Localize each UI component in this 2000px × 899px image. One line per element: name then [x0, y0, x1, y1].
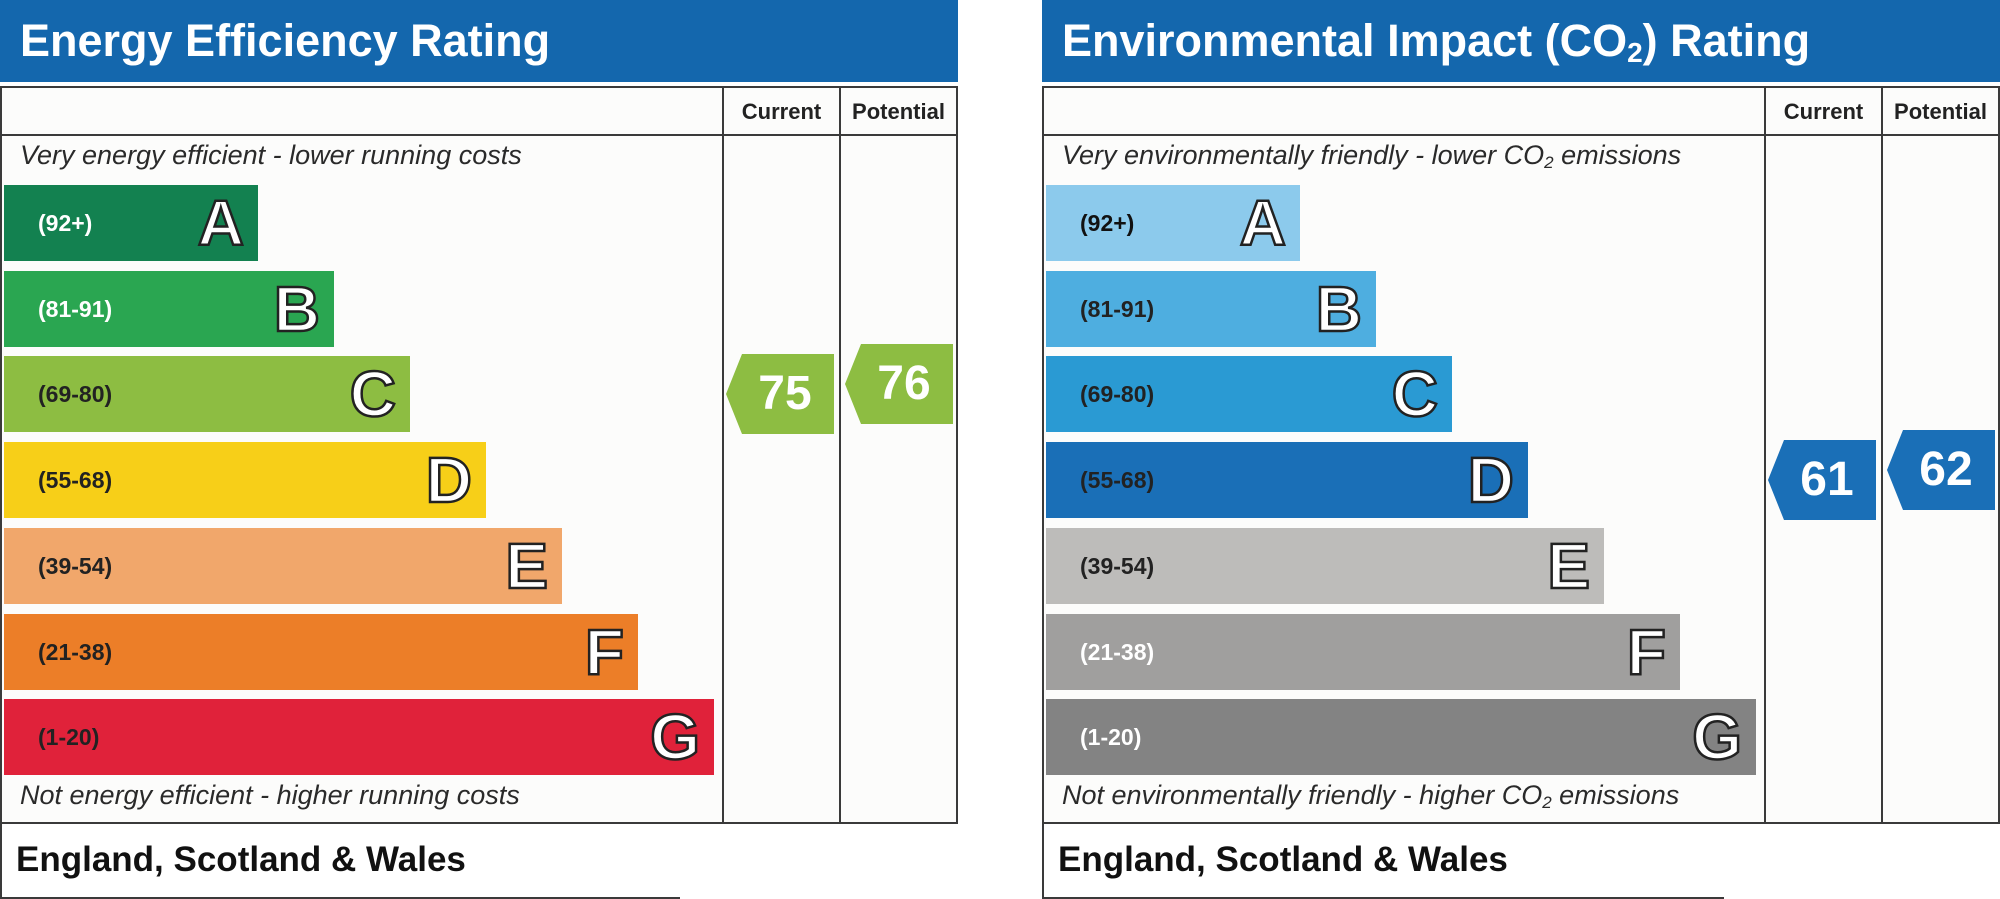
band-range-label: (39-54)	[38, 552, 113, 579]
band-c: (69-80) C	[4, 356, 410, 433]
band-d: (55-68) D	[1046, 442, 1528, 519]
bottom-note: Not environmentally friendly - higher CO…	[1062, 780, 1679, 813]
potential-rating-marker: 62	[1887, 430, 1995, 511]
band-range-label: (21-38)	[1080, 638, 1155, 665]
marker-arrow	[726, 354, 834, 435]
marker-value: 76	[877, 357, 931, 411]
band-b: (81-91) B	[1046, 270, 1376, 347]
header-divider	[1042, 134, 2000, 136]
top-note: Very environmentally friendly - lower CO…	[1062, 140, 1681, 173]
band-g: (1-20) G	[1046, 699, 1756, 776]
band-range-label: (1-20)	[1080, 724, 1142, 751]
band-letter: F	[1626, 614, 1668, 689]
region-footer: England, Scotland & Wales	[0, 824, 680, 899]
band-range-label: (1-20)	[38, 724, 100, 751]
column-divider	[1881, 86, 1883, 824]
band-range-label: (55-68)	[38, 467, 113, 494]
column-divider	[1764, 86, 1766, 824]
band-range-label: (92+)	[38, 210, 93, 236]
title-end: ) Rating	[1642, 15, 1811, 66]
top-note: Very energy efficient - lower running co…	[20, 140, 522, 170]
bottom-note-subscript: 2	[1542, 793, 1552, 812]
band-letter: D	[425, 443, 474, 518]
potential-column-header: Potential	[1894, 99, 1987, 124]
band-letter: D	[1467, 443, 1516, 518]
column-divider	[839, 86, 841, 824]
current-rating-marker: 75	[726, 354, 834, 435]
band-letter: G	[1691, 700, 1743, 775]
marker-arrow-shape	[726, 354, 834, 435]
current-column-header: Current	[741, 99, 822, 124]
band-c: (69-80) C	[1046, 356, 1452, 433]
bottom-note: Not energy efficient - higher running co…	[20, 780, 520, 810]
marker-arrow-shape	[1887, 430, 1995, 511]
band-letter: F	[584, 614, 626, 689]
band-letter: G	[649, 700, 701, 775]
chart-title: Environmental Impact (CO2) Rating	[1042, 0, 2000, 82]
band-letter: B	[273, 271, 322, 346]
band-letter: A	[197, 186, 246, 261]
energy-efficiency-chart: Energy Efficiency Rating Current Potenti…	[0, 0, 958, 899]
current-column-header: Current	[1783, 99, 1864, 124]
environmental-impact-chart: Environmental Impact (CO2) Rating Curren…	[1042, 0, 2000, 899]
band-f: (21-38) F	[4, 613, 638, 690]
band-range-label: (39-54)	[1080, 552, 1155, 579]
band-range-label: (55-68)	[1080, 467, 1155, 494]
band-range-label: (69-80)	[1080, 381, 1155, 408]
header-divider	[0, 134, 958, 136]
band-letter: C	[1391, 357, 1440, 432]
top-note-main: Very environmentally friendly - lower CO	[1062, 140, 1545, 170]
band-range-label: (81-91)	[38, 295, 113, 322]
potential-column-header: Potential	[852, 99, 945, 124]
current-rating-marker: 61	[1768, 440, 1876, 521]
band-b: (81-91) B	[4, 270, 334, 347]
marker-value: 75	[758, 367, 812, 421]
band-range-label: (69-80)	[38, 381, 113, 408]
band-letter: C	[349, 357, 398, 432]
marker-arrow	[1887, 430, 1995, 511]
region-label: England, Scotland & Wales	[1058, 840, 1508, 879]
marker-value: 62	[1919, 443, 1973, 497]
top-note-subscript: 2	[1544, 153, 1554, 172]
band-letter: B	[1315, 271, 1364, 346]
chart-title: Energy Efficiency Rating	[0, 0, 958, 82]
band-e: (39-54) E	[1046, 527, 1604, 604]
band-letter: E	[1546, 529, 1591, 604]
top-note-end: emissions	[1553, 140, 1682, 170]
marker-value: 61	[1800, 453, 1854, 507]
band-g: (1-20) G	[4, 699, 714, 776]
marker-arrow	[1768, 440, 1876, 521]
title-subscript: 2	[1627, 37, 1643, 68]
band-f: (21-38) F	[1046, 613, 1680, 690]
bottom-note-end: emissions	[1551, 780, 1680, 810]
band-range-label: (81-91)	[1080, 295, 1155, 322]
region-footer: England, Scotland & Wales	[1042, 824, 1724, 899]
potential-rating-marker: 76	[845, 344, 953, 425]
band-letter: E	[504, 529, 549, 604]
band-a: (92+) A	[4, 185, 258, 261]
marker-arrow-shape	[1768, 440, 1876, 521]
band-range-label: (21-38)	[38, 638, 113, 665]
bottom-note-main: Not environmentally friendly - higher CO	[1062, 780, 1543, 810]
band-e: (39-54) E	[4, 527, 562, 604]
band-a: (92+) A	[1046, 185, 1300, 261]
marker-arrow-shape	[845, 344, 953, 425]
title-main: Environmental Impact (CO	[1062, 15, 1628, 66]
region-label: England, Scotland & Wales	[16, 840, 466, 879]
band-letter: A	[1239, 186, 1288, 261]
marker-arrow	[845, 344, 953, 425]
band-d: (55-68) D	[4, 442, 486, 519]
band-range-label: (92+)	[1080, 210, 1135, 236]
column-divider	[722, 86, 724, 824]
